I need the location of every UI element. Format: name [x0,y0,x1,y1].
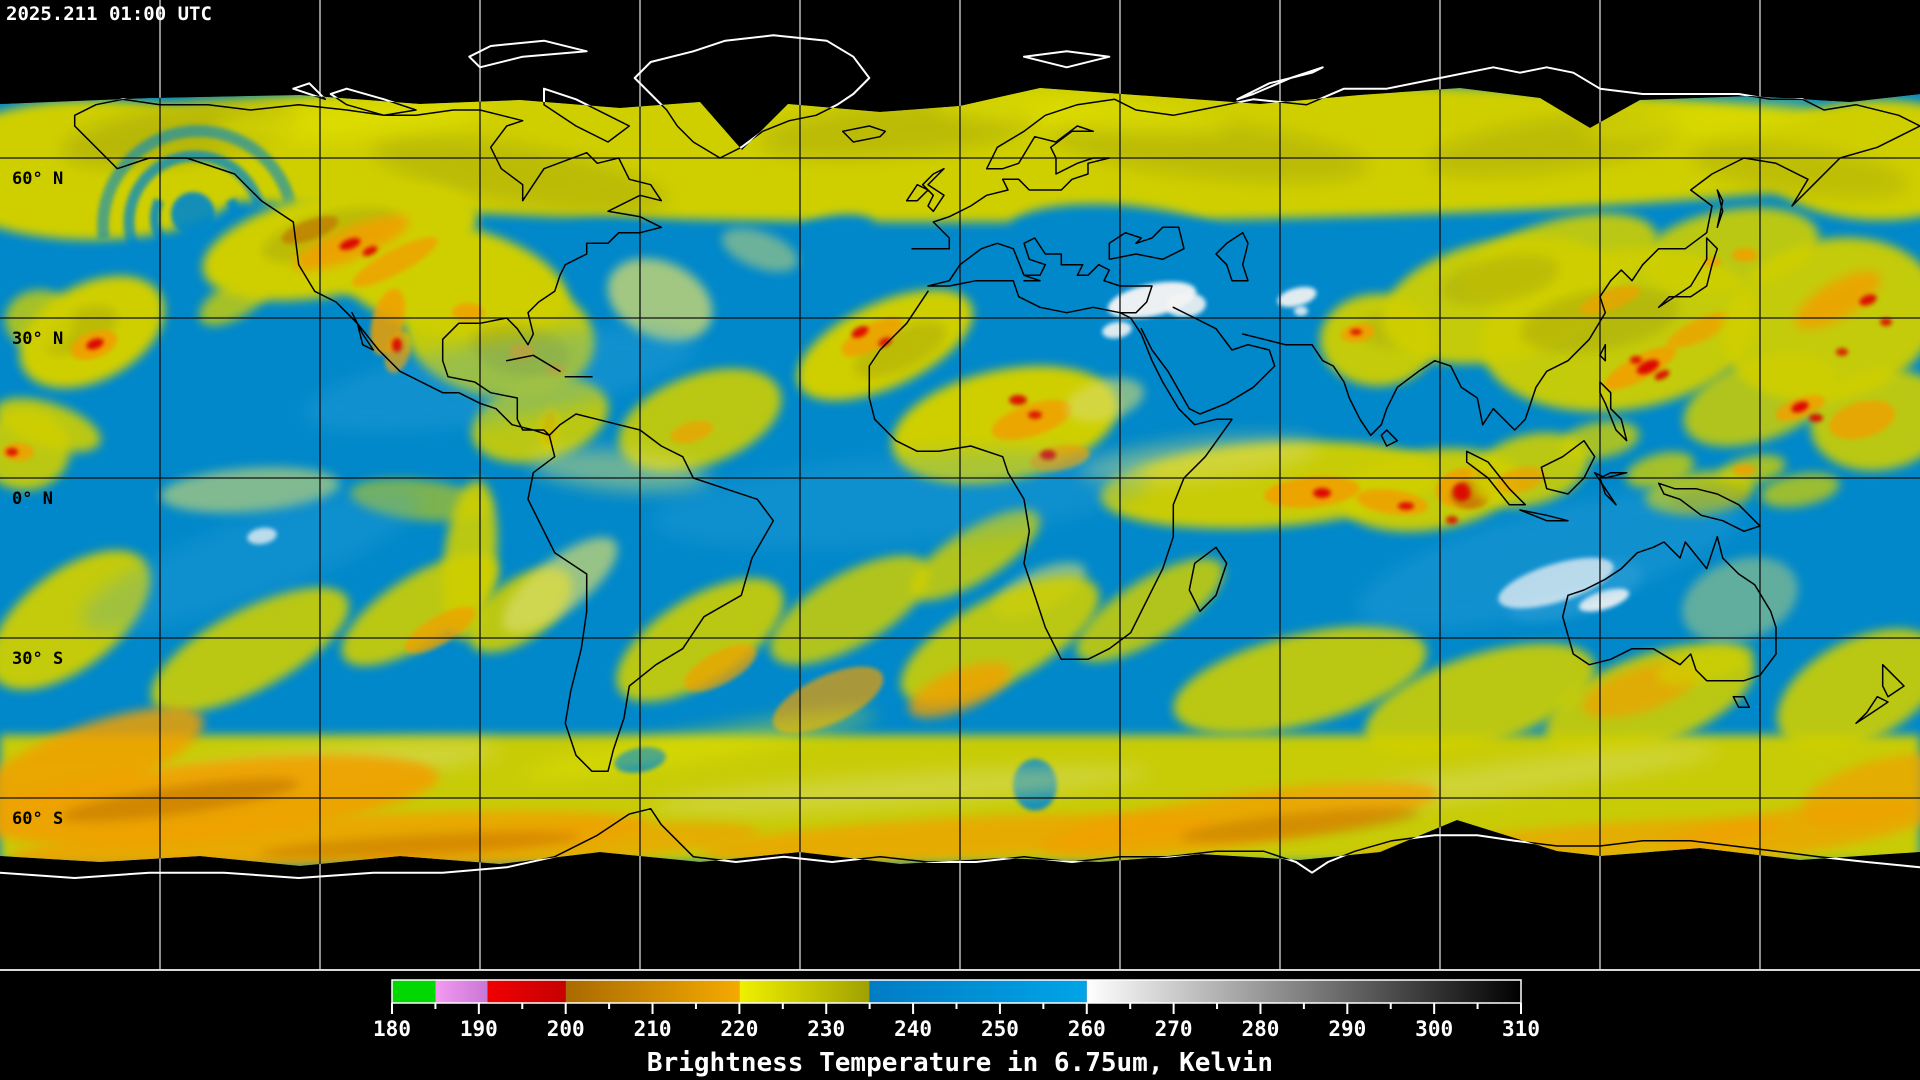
satellite-data-region [0,88,1920,866]
colorbar-segment [869,980,1087,1003]
colorbar-tick-label: 210 [634,1017,672,1041]
latitude-label: 60° N [12,169,63,189]
colorbar-segment [487,980,566,1003]
colorbar-tick-label: 290 [1328,1017,1366,1041]
colorbar-tick-label: 230 [807,1017,845,1041]
colorbar-segment [1086,980,1521,1003]
colorbar-tick-label: 220 [720,1017,758,1041]
latitude-labels: 60° N 30° N 0° N 30° S 60° S [12,169,63,829]
colorbar-tick-label: 180 [373,1017,411,1041]
colorbar-tick-label: 190 [460,1017,498,1041]
latitude-label: 0° N [12,489,53,509]
colorbar-tick-label: 250 [981,1017,1019,1041]
coastlines-over-data [0,88,1920,866]
colorbar-caption: Brightness Temperature in 6.75um, Kelvin [647,1048,1273,1078]
colorbar-segment [392,980,436,1003]
colorbar-tick-label: 280 [1241,1017,1279,1041]
colorbar-segment [435,980,488,1003]
colorbar-segment [565,980,740,1003]
latitude-label: 30° S [12,649,63,669]
colorbar-legend: 180 190 200 210 220 230 240 250 260 270 280 290 300 3… [373,979,1540,1041]
colorbar-tick-label: 260 [1068,1017,1106,1041]
colorbar-tick-label: 310 [1502,1017,1540,1041]
colorbar-tick-label: 270 [1155,1017,1193,1041]
timestamp-label: 2025.211 01:00 UTC [6,3,212,25]
colorbar-tick-label: 300 [1415,1017,1453,1041]
colorbar-segment [739,980,870,1003]
colorbar-tick-label: 240 [894,1017,932,1041]
colorbar-tick-label: 200 [547,1017,585,1041]
latitude-label: 60° S [12,809,63,829]
latitude-label: 30° N [12,329,63,349]
